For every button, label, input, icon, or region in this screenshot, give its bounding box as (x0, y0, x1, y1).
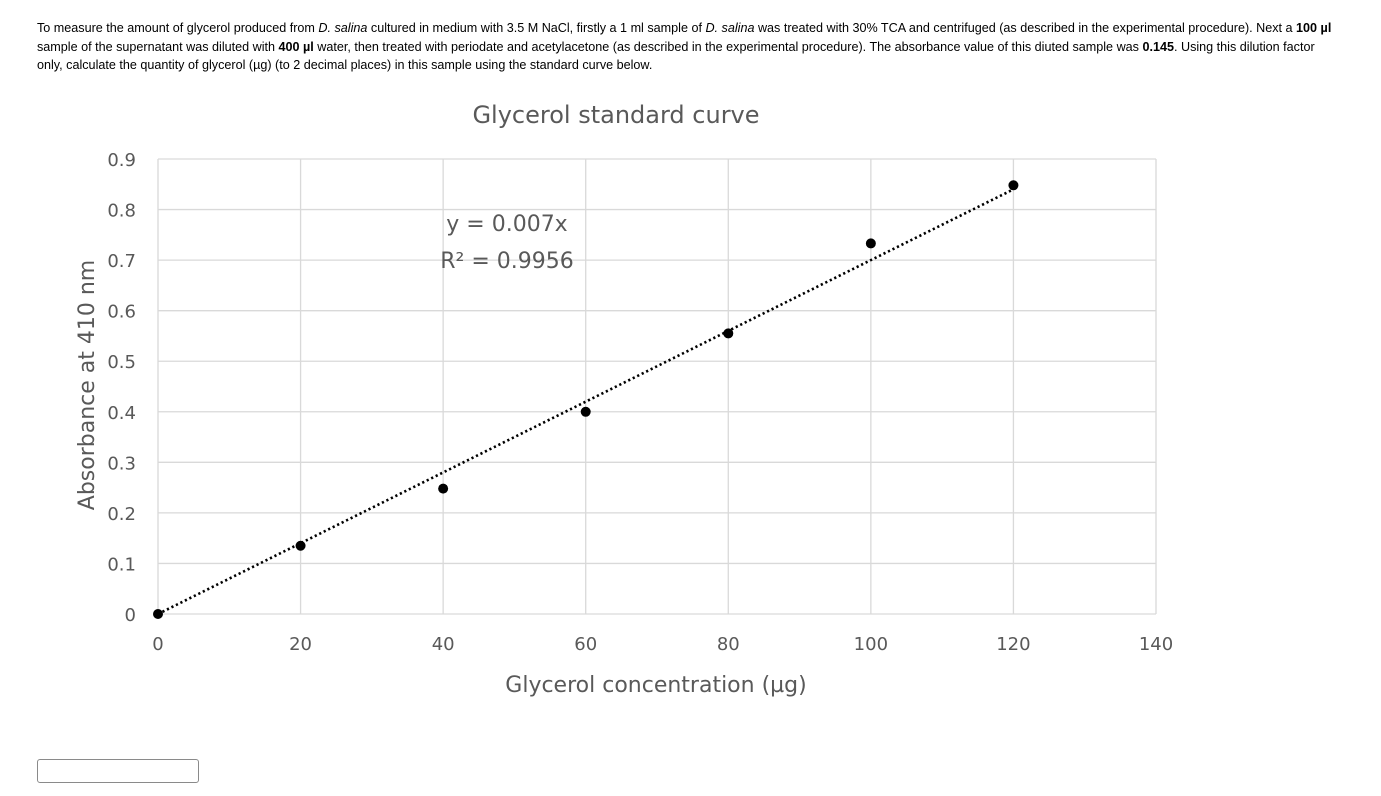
trendline-equation-label: y = 0.007x (446, 212, 567, 237)
question-segment: water, then treated with periodate and a… (313, 39, 1143, 54)
data-point (153, 609, 163, 619)
question-segment: 400 µl (278, 39, 314, 54)
question-text: To measure the amount of glycerol produc… (37, 19, 1337, 75)
question-segment: cultured in medium with 3.5 M NaCl, firs… (367, 21, 706, 35)
y-tick-label: 0 (125, 605, 136, 626)
trendline (157, 188, 1015, 616)
x-axis-label: Glycerol concentration (µg) (505, 673, 806, 698)
question-segment: 0.145 (1142, 39, 1174, 54)
question-segment: was treated with 30% TCA and centrifuged… (754, 21, 1297, 35)
data-point (580, 406, 591, 417)
y-tick-label: 0.3 (107, 453, 136, 474)
x-tick-label: 0 (152, 634, 163, 655)
y-tick-label: 0.6 (107, 302, 136, 323)
data-point (1008, 180, 1019, 191)
y-axis-label: Absorbance at 410 nm (75, 260, 100, 510)
x-tick-label: 40 (432, 634, 455, 655)
y-tick-label: 0.7 (107, 251, 136, 272)
x-tick-label: 20 (289, 634, 312, 655)
data-point (865, 238, 876, 249)
data-point (295, 540, 306, 551)
question-segment: D. salina (318, 21, 368, 35)
question-segment: 100 µl (1296, 21, 1332, 35)
y-tick-label: 0.4 (107, 403, 136, 424)
x-tick-label: 120 (996, 634, 1030, 655)
question-segment: To measure the amount of glycerol produc… (37, 21, 319, 35)
answer-input[interactable] (37, 759, 199, 783)
y-tick-label: 0.9 (107, 150, 136, 171)
y-tick-label: 0.8 (107, 201, 136, 222)
x-tick-label: 80 (717, 634, 740, 655)
chart-title: Glycerol standard curve (472, 101, 759, 129)
y-tick-label: 0.1 (107, 554, 136, 575)
question-segment: sample of the supernatant was diluted wi… (37, 39, 279, 54)
question-segment: D. salina (705, 21, 755, 35)
x-tick-label: 60 (574, 634, 597, 655)
data-point (723, 328, 734, 339)
data-point (438, 483, 449, 494)
question-segment: . Using this dilution factor only, calcu… (37, 39, 1315, 73)
y-tick-label: 0.2 (107, 504, 136, 525)
y-tick-label: 0.5 (107, 352, 136, 373)
x-tick-label: 100 (854, 634, 888, 655)
trendline-r2-label: R² = 0.9956 (440, 249, 574, 274)
x-tick-label: 140 (1139, 634, 1173, 655)
